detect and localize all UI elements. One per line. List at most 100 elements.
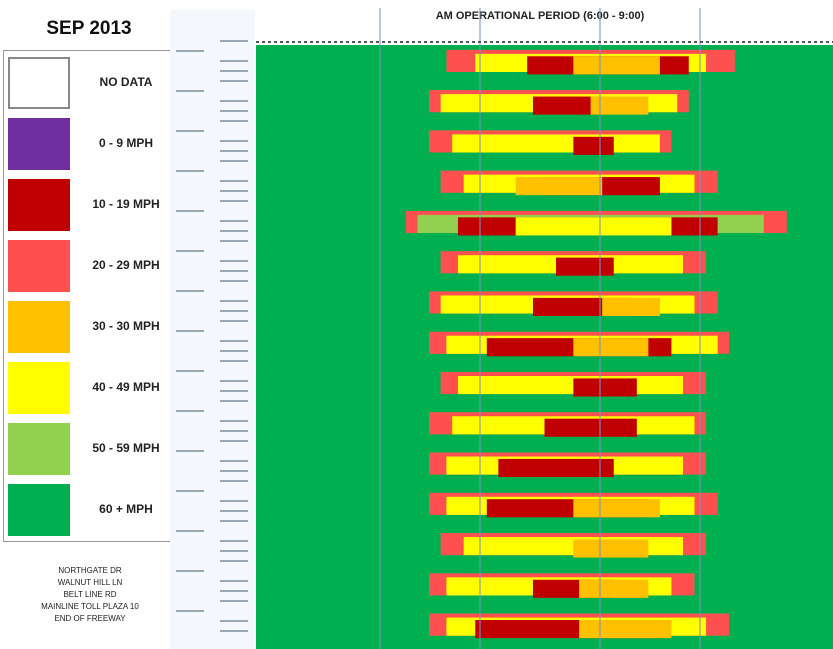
legend-label: 30 - 30 MPH: [92, 319, 160, 333]
corridor-label: MAINLINE TOLL PLAZA 10: [41, 602, 139, 611]
segment-label-line: [220, 310, 248, 312]
legend-item: 0 - 9 MPH: [6, 118, 172, 172]
segment-label-line: [220, 220, 248, 222]
segment-label-panel: [170, 10, 255, 649]
speed-cell-span: [573, 499, 660, 518]
segment-label-line: [176, 610, 204, 612]
period-title: AM OPERATIONAL PERIOD (6:00 - 9:00): [435, 10, 645, 22]
legend-swatch: [8, 362, 70, 414]
segment-label-line: [220, 60, 248, 62]
segment-label-line: [220, 520, 248, 522]
segment-label-line: [220, 500, 248, 502]
speed-cell-span: [457, 375, 683, 395]
segment-label-line: [176, 330, 204, 332]
corridor-label: BELT LINE RD: [63, 590, 117, 599]
speed-cell-span: [590, 96, 649, 115]
segment-label-line: [220, 600, 248, 602]
segment-label-line: [220, 440, 248, 442]
legend-item: 40 - 49 MPH: [6, 362, 172, 416]
segment-label-line: [176, 90, 204, 92]
segment-label-line: [220, 480, 248, 482]
legend-label: 60 + MPH: [99, 502, 153, 516]
corridor-labels: NORTHGATE DR WALNUT HILL LN BELT LINE RD…: [20, 565, 160, 625]
speed-cell-span: [573, 338, 649, 357]
speed-cell-span: [573, 378, 637, 397]
segment-label-line: [220, 70, 248, 72]
segment-label-line: [220, 540, 248, 542]
speed-cell-span: [573, 136, 614, 155]
legend-swatch: [8, 423, 70, 475]
legend-swatch: [8, 240, 70, 292]
segment-label-line: [220, 460, 248, 462]
speed-cell-span: [579, 579, 649, 598]
segment-label-line: [220, 150, 248, 152]
legend-label: 50 - 59 MPH: [92, 441, 160, 455]
legend-label: 10 - 19 MPH: [92, 197, 160, 211]
segment-label-line: [220, 260, 248, 262]
legend-label: 20 - 29 MPH: [92, 258, 160, 272]
speed-cell-span: [573, 539, 649, 558]
segment-label-line: [220, 380, 248, 382]
legend-swatch: [8, 179, 70, 231]
segment-label-line: [220, 470, 248, 472]
segment-label-line: [220, 280, 248, 282]
speed-cell-span: [515, 177, 603, 196]
segment-label-line: [176, 130, 204, 132]
segment-label-line: [220, 300, 248, 302]
legend-swatch: [8, 301, 70, 353]
segment-label-line: [220, 190, 248, 192]
segment-label-line: [176, 250, 204, 252]
segment-label-line: [220, 160, 248, 162]
corridor-label: WALNUT HILL LN: [57, 578, 123, 587]
segment-label-line: [220, 560, 248, 562]
speed-cell-span: [579, 620, 672, 639]
segment-label-line: [220, 430, 248, 432]
segment-label-line: [176, 530, 204, 532]
speed-cell-span: [452, 134, 660, 153]
segment-label-line: [220, 80, 248, 82]
segment-label-line: [176, 50, 204, 52]
segment-label-line: [220, 360, 248, 362]
legend-swatch: [8, 484, 70, 536]
segment-label-line: [220, 630, 248, 632]
segment-label-line: [176, 450, 204, 452]
segment-label-line: [220, 420, 248, 422]
speed-cell-span: [532, 96, 603, 115]
segment-label-line: [176, 410, 204, 412]
segment-label-line: [220, 140, 248, 142]
segment-label-line: [220, 100, 248, 102]
segment-label-line: [220, 580, 248, 582]
segment-label-line: [220, 550, 248, 552]
segment-label-line: [220, 200, 248, 202]
legend-item: 20 - 29 MPH: [6, 240, 172, 294]
legend-item: 50 - 59 MPH: [6, 423, 172, 477]
segment-label-line: [220, 240, 248, 242]
legend-item: 30 - 30 MPH: [6, 301, 172, 355]
segment-label-line: [220, 110, 248, 112]
speed-cell-span: [515, 217, 672, 236]
corridor-label: NORTHGATE DR: [58, 566, 122, 575]
speed-cell-span: [498, 458, 614, 478]
segment-label-line: [220, 590, 248, 592]
segment-label-line: [176, 490, 204, 492]
segment-label-line: [220, 510, 248, 512]
legend-label: NO DATA: [99, 75, 153, 89]
segment-label-line: [220, 620, 248, 622]
legend-label: 0 - 9 MPH: [98, 136, 153, 150]
segment-label-line: [220, 340, 248, 342]
segment-label-line: [220, 120, 248, 122]
segment-label-line: [176, 170, 204, 172]
segment-label-line: [220, 270, 248, 272]
segment-label-line: [220, 400, 248, 402]
legend-swatch: [8, 57, 70, 109]
segment-label-line: [220, 320, 248, 322]
segment-label-line: [176, 570, 204, 572]
segment-label-line: [220, 390, 248, 392]
segment-label-line: [220, 230, 248, 232]
segment-label-line: [220, 40, 248, 42]
corridor-label: END OF FREEWAY: [54, 614, 126, 623]
segment-label-line: [176, 210, 204, 212]
speed-cell-span: [556, 257, 614, 276]
segment-label-line: [220, 180, 248, 182]
